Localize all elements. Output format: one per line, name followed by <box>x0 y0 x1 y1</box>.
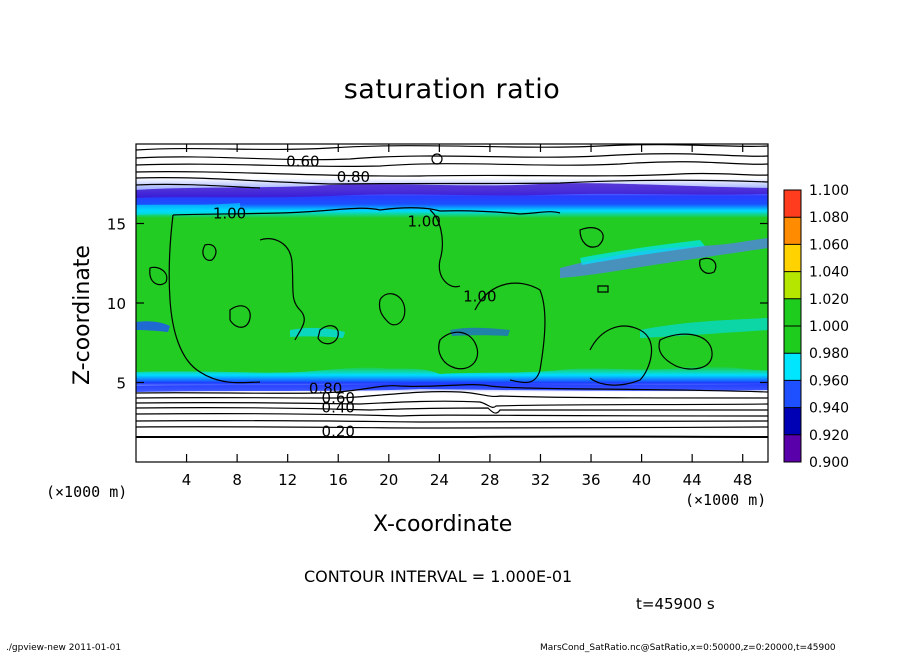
colorbar-swatch <box>784 271 801 299</box>
x-tick-label: 44 <box>683 471 702 489</box>
colorbar-label: 1.000 <box>809 319 849 335</box>
colorbar-swatch <box>784 298 801 326</box>
x-tick-label: 24 <box>430 471 449 489</box>
x-tick-label: 20 <box>379 471 398 489</box>
chart-title: saturation ratio <box>343 74 561 105</box>
colorbar-swatch <box>784 380 801 408</box>
contour-label: 0.80 <box>309 380 342 398</box>
x-tick-label: 12 <box>278 471 297 489</box>
colorbar: 0.900 0.920 0.940 0.960 0.980 1.000 1.020 1.040… <box>783 183 849 471</box>
colorbar-label: 1.060 <box>809 237 849 253</box>
contour-label: 0.60 <box>322 389 355 407</box>
x-unit-left: (×1000 m) <box>46 483 128 501</box>
colorbar-label: 1.020 <box>809 292 849 308</box>
y-axis-title: Z-coordinate <box>70 245 95 385</box>
contour-label: 1.00 <box>213 205 246 223</box>
y-axis: 5 10 15 <box>107 216 768 393</box>
heatmap-field <box>136 144 768 462</box>
x-tick-label: 48 <box>733 471 752 489</box>
y-tick-label: 10 <box>107 295 126 313</box>
x-tick-label: 36 <box>581 471 600 489</box>
colorbar-label: 0.940 <box>809 401 849 417</box>
x-axis: 4 8 12 16 20 24 28 32 36 40 44 48 <box>182 144 752 489</box>
x-tick-label: 8 <box>232 471 242 489</box>
y-tick-label: 5 <box>116 375 126 393</box>
colorbar-swatch <box>784 353 801 381</box>
saturation-contours <box>149 207 717 386</box>
colorbar-label: 1.040 <box>809 265 849 281</box>
contour-label: 1.00 <box>407 213 440 231</box>
colorbar-label: 0.920 <box>809 428 849 444</box>
streak-1 <box>560 238 768 278</box>
streak-4 <box>136 321 170 332</box>
colorbar-swatch <box>784 434 801 462</box>
ground-contours <box>136 384 768 439</box>
colorbar-swatch <box>784 244 801 272</box>
x-tick-label: 32 <box>531 471 550 489</box>
streak-5 <box>290 327 345 338</box>
time-label: t=45900 s <box>636 595 715 613</box>
contour-label: 0.40 <box>322 399 355 417</box>
colorbar-label: 0.980 <box>809 346 849 362</box>
y-tick-label: 15 <box>107 216 126 234</box>
colorbar-label: 1.080 <box>809 210 849 226</box>
colorbar-swatch <box>784 407 801 435</box>
contour-label: 0.60 <box>286 152 319 170</box>
footer-right: MarsCond_SatRatio.nc@SatRatio,x=0:50000,… <box>540 643 836 653</box>
colorbar-swatch <box>784 190 801 218</box>
x-axis-title: X-coordinate <box>373 512 513 537</box>
upper-cyan-patch <box>136 203 240 215</box>
colorbar-label: 0.900 <box>809 455 849 471</box>
streak-2 <box>580 240 705 265</box>
upper-purple-band <box>136 183 768 198</box>
contour-label: 0.80 <box>337 168 370 186</box>
contour-label: 0.20 <box>322 423 355 441</box>
colorbar-label: 0.960 <box>809 373 849 389</box>
streak-3 <box>640 318 768 338</box>
x-tick-label: 28 <box>480 471 499 489</box>
contour-labels: 0.600.801.00 1.001.000.800.600.400.20 <box>213 152 497 441</box>
colorbar-swatch <box>784 326 801 354</box>
x-tick-label: 40 <box>632 471 651 489</box>
colorbar-swatch <box>784 217 801 245</box>
footer-left: ./gpview-new 2011-01-01 <box>6 643 122 653</box>
saturated-region <box>136 200 768 388</box>
contour-label: 1.00 <box>463 287 496 305</box>
x-tick-label: 16 <box>329 471 348 489</box>
contour-interval-note: CONTOUR INTERVAL = 1.000E-01 <box>304 567 573 586</box>
colorbar-label: 1.100 <box>809 183 849 199</box>
x-unit-right: (×1000 m) <box>685 491 767 509</box>
upper-contours <box>136 144 768 189</box>
x-tick-label: 4 <box>182 471 192 489</box>
